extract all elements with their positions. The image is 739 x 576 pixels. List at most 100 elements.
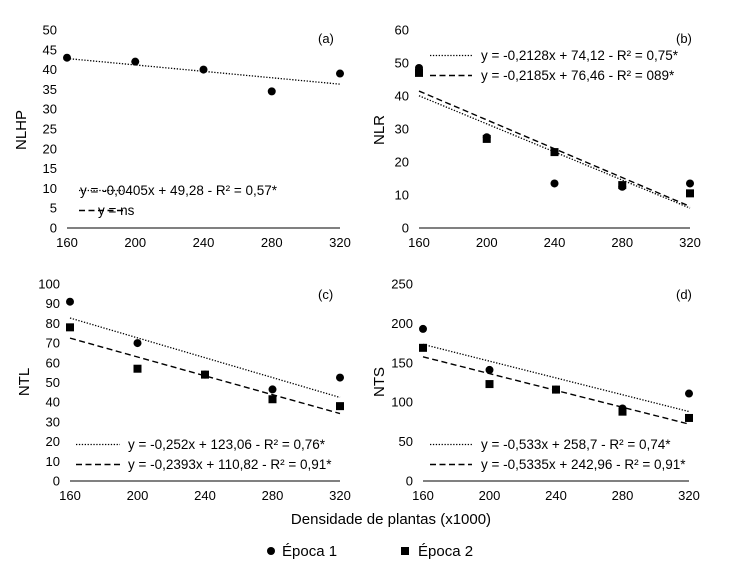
data-point-epoca-2 bbox=[336, 402, 344, 411]
y-tick-label: 30 bbox=[395, 122, 409, 137]
panel-2: 0 10 20 30 40 50 60 160 200 240 280 320 NLR (b) y = -0… bbox=[371, 23, 701, 251]
y-tick-label: 200 bbox=[391, 316, 413, 331]
regression-equation: y = -0,2393x + 110,82 - R² = 0,91* bbox=[128, 457, 332, 472]
x-tick-label: 160 bbox=[408, 235, 430, 250]
data-point-epoca-1 bbox=[336, 373, 344, 382]
x-tick-label: 280 bbox=[612, 488, 634, 503]
panel-letter: (a) bbox=[318, 31, 334, 46]
regression-equation: y = -0,2185x + 76,46 - R² = 089* bbox=[481, 68, 675, 83]
x-tick-label: 160 bbox=[56, 235, 78, 250]
data-point-epoca-1 bbox=[131, 57, 140, 66]
y-tick-label: 20 bbox=[395, 155, 409, 170]
y-tick-label: 30 bbox=[43, 102, 57, 117]
x-tick-label: 160 bbox=[412, 488, 434, 503]
y-tick-label: 100 bbox=[391, 395, 413, 410]
y-tick-label: 0 bbox=[402, 221, 409, 236]
y-axis-label: NTL bbox=[16, 368, 33, 396]
y-tick-label: 50 bbox=[399, 434, 413, 449]
x-tick-label: 320 bbox=[678, 488, 700, 503]
data-point-epoca-2 bbox=[66, 323, 74, 332]
data-point-epoca-1 bbox=[685, 389, 693, 398]
trendline-dotted bbox=[422, 343, 690, 413]
y-tick-label: 50 bbox=[395, 56, 409, 71]
data-point-epoca-2 bbox=[133, 364, 142, 373]
y-tick-label: 20 bbox=[46, 434, 60, 449]
data-point-epoca-1 bbox=[63, 53, 71, 62]
x-tick-label: 240 bbox=[193, 235, 215, 250]
y-tick-label: 80 bbox=[46, 316, 60, 331]
y-tick-label: 40 bbox=[43, 62, 57, 77]
data-point-epoca-2 bbox=[685, 413, 693, 422]
y-tick-label: 250 bbox=[391, 277, 413, 292]
trendline-dotted bbox=[418, 95, 691, 209]
y-tick-label: 10 bbox=[43, 181, 57, 196]
y-tick-label: 35 bbox=[43, 82, 57, 97]
x-tick-label: 320 bbox=[329, 235, 351, 250]
y-tick-label: 50 bbox=[43, 23, 57, 38]
y-tick-label: 60 bbox=[395, 23, 409, 38]
data-point-epoca-2 bbox=[618, 407, 627, 416]
data-point-epoca-2 bbox=[419, 343, 427, 352]
data-point-epoca-2 bbox=[686, 189, 694, 198]
panel-letter: (b) bbox=[676, 31, 692, 46]
y-tick-label: 20 bbox=[43, 141, 57, 156]
data-point-epoca-2 bbox=[550, 148, 559, 157]
y-tick-label: 15 bbox=[43, 161, 57, 176]
y-tick-label: 0 bbox=[50, 221, 57, 236]
y-tick-label: 50 bbox=[46, 375, 60, 390]
x-tick-label: 320 bbox=[329, 488, 351, 503]
data-point-epoca-1 bbox=[66, 297, 74, 306]
y-tick-label: 0 bbox=[53, 474, 60, 489]
data-point-epoca-1 bbox=[485, 365, 494, 374]
data-point-epoca-1 bbox=[550, 179, 559, 188]
x-tick-label: 320 bbox=[679, 235, 701, 250]
x-tick-label: 200 bbox=[124, 235, 146, 250]
x-tick-label: 280 bbox=[262, 488, 284, 503]
legend-marker-epoca-1 bbox=[267, 547, 275, 555]
y-axis-label: NTS bbox=[371, 367, 388, 397]
legend-label-epoca-1: Época 1 bbox=[282, 543, 337, 560]
x-tick-label: 160 bbox=[59, 488, 81, 503]
data-point-epoca-2 bbox=[552, 385, 560, 394]
x-tick-label: 280 bbox=[261, 235, 283, 250]
y-tick-label: 10 bbox=[46, 454, 60, 469]
data-point-epoca-1 bbox=[199, 65, 208, 74]
panel-letter: (c) bbox=[318, 287, 333, 302]
y-tick-label: 0 bbox=[406, 474, 413, 489]
data-point-epoca-1 bbox=[419, 324, 427, 333]
x-tick-label: 240 bbox=[545, 488, 567, 503]
regression-equation: y = ns bbox=[98, 203, 135, 218]
data-point-epoca-2 bbox=[482, 134, 491, 143]
x-axis-label: Densidade de plantas (x1000) bbox=[291, 511, 491, 528]
y-tick-label: 40 bbox=[395, 89, 409, 104]
data-point-epoca-1 bbox=[686, 179, 694, 188]
legend-label-epoca-2: Época 2 bbox=[418, 543, 473, 560]
y-tick-label: 70 bbox=[46, 336, 60, 351]
y-tick-label: 10 bbox=[395, 188, 409, 203]
legend: Época 1 Época 2 bbox=[267, 543, 473, 560]
regression-equation: y = -0,533x + 258,7 - R² = 0,74* bbox=[481, 437, 671, 452]
regression-equation: y = -0,5335x + 242,96 - R² = 0,91* bbox=[481, 457, 686, 472]
x-tick-label: 280 bbox=[611, 235, 633, 250]
x-tick-label: 240 bbox=[544, 235, 566, 250]
panel-1: 0 5 10 15 20 25 30 35 40 45 50 160 200 240 280 320 NLHP (… bbox=[13, 23, 351, 251]
panel-3: 0 10 20 30 40 50 60 70 80 90 100 160 200 240 280 320 NTL… bbox=[16, 277, 351, 504]
y-tick-label: 150 bbox=[391, 355, 413, 370]
x-tick-label: 200 bbox=[479, 488, 501, 503]
trendline-dashed bbox=[69, 337, 341, 415]
x-tick-label: 240 bbox=[194, 488, 216, 503]
y-tick-label: 40 bbox=[46, 395, 60, 410]
regression-equation: y = -0,252x + 123,06 - R² = 0,76* bbox=[128, 437, 326, 452]
data-point-epoca-1 bbox=[268, 385, 277, 394]
regression-equation: y = -0,2128x + 74,12 - R² = 0,75* bbox=[481, 48, 679, 63]
data-point-epoca-1 bbox=[267, 87, 276, 96]
legend-marker-epoca-2 bbox=[401, 547, 409, 555]
y-tick-label: 90 bbox=[46, 296, 60, 311]
data-point-epoca-2 bbox=[268, 395, 277, 404]
y-tick-label: 60 bbox=[46, 355, 60, 370]
y-tick-label: 30 bbox=[46, 414, 60, 429]
panel-4: 0 50 100 150 200 250 160 200 240 280 320 NTS (d) y = … bbox=[371, 277, 700, 504]
y-tick-label: 5 bbox=[50, 201, 57, 216]
regression-equation: y = -0,0405x + 49,28 - R² = 0,57* bbox=[80, 183, 278, 198]
